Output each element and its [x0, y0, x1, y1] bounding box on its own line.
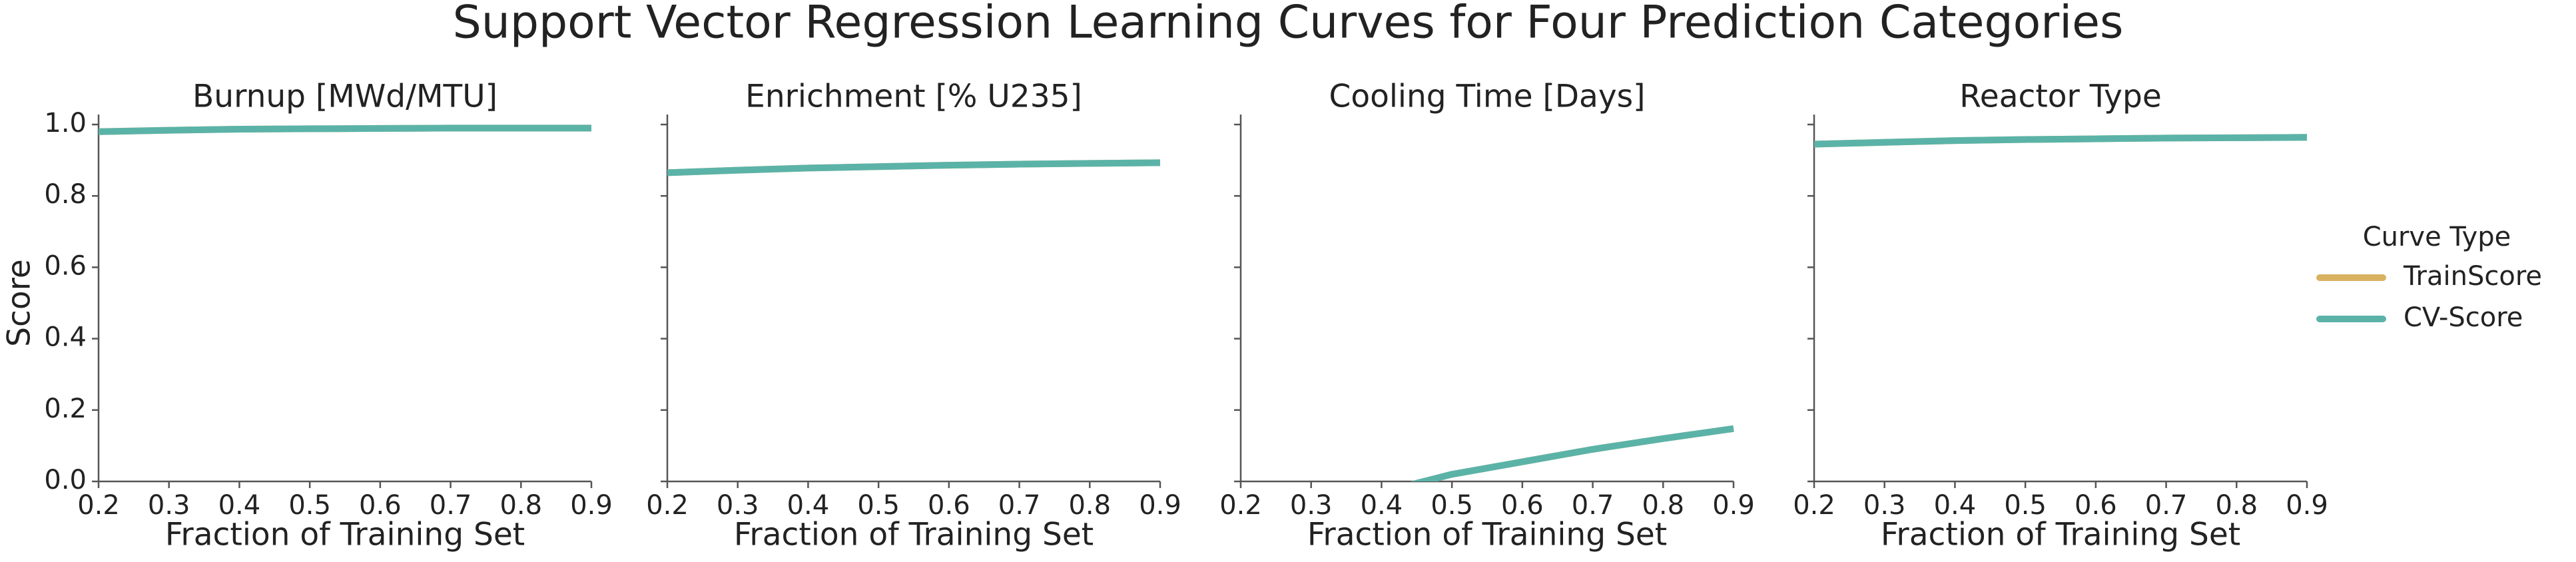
subplot-title: Enrichment [% U235] [745, 79, 1082, 115]
x-tick-label: 0.2 [1219, 490, 1262, 521]
legend-label: TrainScore [2403, 261, 2542, 292]
x-tick-label: 0.7 [998, 490, 1041, 521]
x-axis-label: Fraction of Training Set [734, 517, 1094, 553]
x-tick-label: 0.4 [1934, 490, 1977, 521]
x-tick-label: 0.5 [857, 490, 900, 521]
x-tick-label: 0.6 [359, 490, 402, 521]
y-tick-label: 0.4 [44, 322, 87, 353]
x-axis-label: Fraction of Training Set [165, 517, 525, 553]
y-axis-label: Score [1, 259, 38, 347]
x-tick-label: 0.8 [2215, 490, 2258, 521]
figure-title: Support Vector Regression Learning Curve… [453, 0, 2124, 49]
plot-area [1410, 425, 1734, 481]
x-tick-label: 0.2 [646, 490, 689, 521]
x-tick-label: 0.8 [1068, 490, 1111, 521]
legend-label: CV-Score [2404, 302, 2523, 333]
x-tick-label: 0.9 [1712, 490, 1755, 521]
x-tick-label: 0.4 [1361, 490, 1403, 521]
x-tick-label: 0.5 [1431, 490, 1473, 521]
x-tick-label: 0.7 [2145, 490, 2188, 521]
x-tick-label: 0.7 [430, 490, 472, 521]
x-tick-label: 0.3 [1863, 490, 1906, 521]
x-tick-label: 0.6 [1501, 490, 1544, 521]
x-tick-label: 0.3 [1290, 490, 1333, 521]
x-axis-label: Fraction of Training Set [1307, 517, 1667, 553]
x-tick-label: 0.3 [148, 490, 190, 521]
x-tick-label: 0.9 [2286, 490, 2328, 521]
subplot-title: Reactor Type [1959, 79, 2162, 115]
x-tick-label: 0.8 [499, 490, 542, 521]
x-tick-label: 0.8 [1642, 490, 1684, 521]
y-tick-label: 1.0 [44, 108, 87, 139]
curve [1814, 134, 2308, 148]
subplot-title: Cooling Time [Days] [1329, 79, 1646, 115]
x-tick-label: 0.3 [717, 490, 759, 521]
x-tick-label: 0.5 [2004, 490, 2047, 521]
x-tick-label: 0.6 [928, 490, 970, 521]
plot-area [1814, 134, 2308, 148]
y-tick-label: 0.8 [44, 179, 87, 210]
x-tick-label: 0.4 [218, 490, 261, 521]
curve [1410, 425, 1734, 481]
curve [667, 159, 1161, 176]
x-tick-label: 0.6 [2075, 490, 2117, 521]
x-tick-label: 0.7 [1572, 490, 1614, 521]
x-tick-label: 0.2 [77, 490, 120, 521]
legend-title: Curve Type [2363, 222, 2511, 252]
x-axis-label: Fraction of Training Set [1881, 517, 2240, 553]
y-tick-label: 0.2 [44, 394, 87, 424]
x-tick-label: 0.5 [288, 490, 331, 521]
y-tick-label: 0.6 [44, 250, 87, 281]
subplot-title: Burnup [MWd/MTU] [192, 79, 497, 115]
curve [99, 125, 591, 135]
plot-area [667, 159, 1161, 176]
x-tick-label: 0.9 [1139, 490, 1181, 521]
plot-area [99, 125, 591, 135]
y-tick-label: 0.0 [44, 465, 87, 495]
x-tick-label: 0.9 [570, 490, 613, 521]
x-tick-label: 0.2 [1793, 490, 1835, 521]
x-tick-label: 0.4 [787, 490, 830, 521]
